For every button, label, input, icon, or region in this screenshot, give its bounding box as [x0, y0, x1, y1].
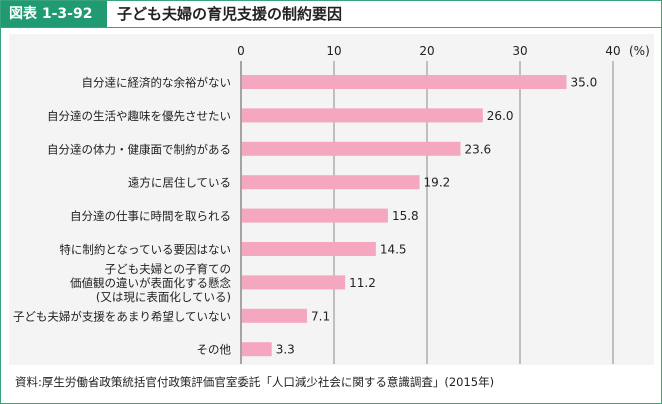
- tick-label: 30: [512, 44, 527, 58]
- tick-label: 40: [605, 44, 620, 58]
- value-label: 26.0: [487, 109, 514, 123]
- bar: [242, 208, 388, 223]
- value-label: 15.8: [392, 209, 419, 223]
- bar: [242, 108, 483, 123]
- unit-label: (%): [629, 44, 650, 58]
- category-label: その他: [197, 343, 232, 357]
- value-label: 3.3: [276, 343, 295, 357]
- category-label: 子ども夫婦との子育ての: [105, 262, 231, 276]
- figure-header: 図表 1-3-92 子ども夫婦の育児支援の制約要因: [1, 1, 661, 28]
- category-label: 自分達の仕事に時間を取られる: [70, 209, 231, 223]
- category-label: 自分達に経済的な余裕がない: [82, 76, 232, 90]
- category-label: 遠方に居住している: [128, 176, 231, 190]
- value-label: 35.0: [571, 76, 598, 90]
- category-label: (又は現に表面化している): [96, 290, 231, 304]
- plot-background: [9, 34, 654, 365]
- bar: [242, 141, 461, 156]
- value-label: 7.1: [311, 309, 330, 323]
- category-label: 価値観の違いが表面化する懸念: [70, 276, 231, 290]
- category-label: 自分達の体力・健康面で制約がある: [47, 142, 231, 156]
- tick-label: 20: [419, 44, 434, 58]
- bar: [242, 308, 308, 323]
- value-label: 11.2: [349, 276, 376, 290]
- figure-title: 子ども夫婦の育児支援の制約要因: [117, 5, 343, 23]
- bar-chart: 0 10 20 30 40 (%) 35.0 自分達に経済的な余裕がない 26.0 自分達の生活や…: [13, 44, 650, 364]
- value-label: 23.6: [464, 142, 491, 156]
- bar: [242, 75, 567, 89]
- category-label: 自分達の生活や趣味を優先させたい: [47, 109, 231, 123]
- bar: [242, 342, 272, 357]
- tick-label: 0: [237, 44, 245, 58]
- value-label: 19.2: [424, 176, 451, 190]
- value-label: 14.5: [380, 243, 407, 257]
- bar: [242, 175, 420, 190]
- bar: [242, 242, 376, 256]
- figure-label: 図表 1-3-92: [1, 1, 107, 27]
- bar: [242, 275, 346, 290]
- category-label: 子ども夫婦が支援をあまり希望していない: [13, 309, 231, 323]
- source-note: 資料:厚生労働省政策統括官付政策評価官室委託「人口減少社会に関する意識調査」(2…: [15, 375, 495, 389]
- tick-label: 10: [326, 44, 341, 58]
- category-label: 特に制約となっている要因はない: [59, 243, 231, 257]
